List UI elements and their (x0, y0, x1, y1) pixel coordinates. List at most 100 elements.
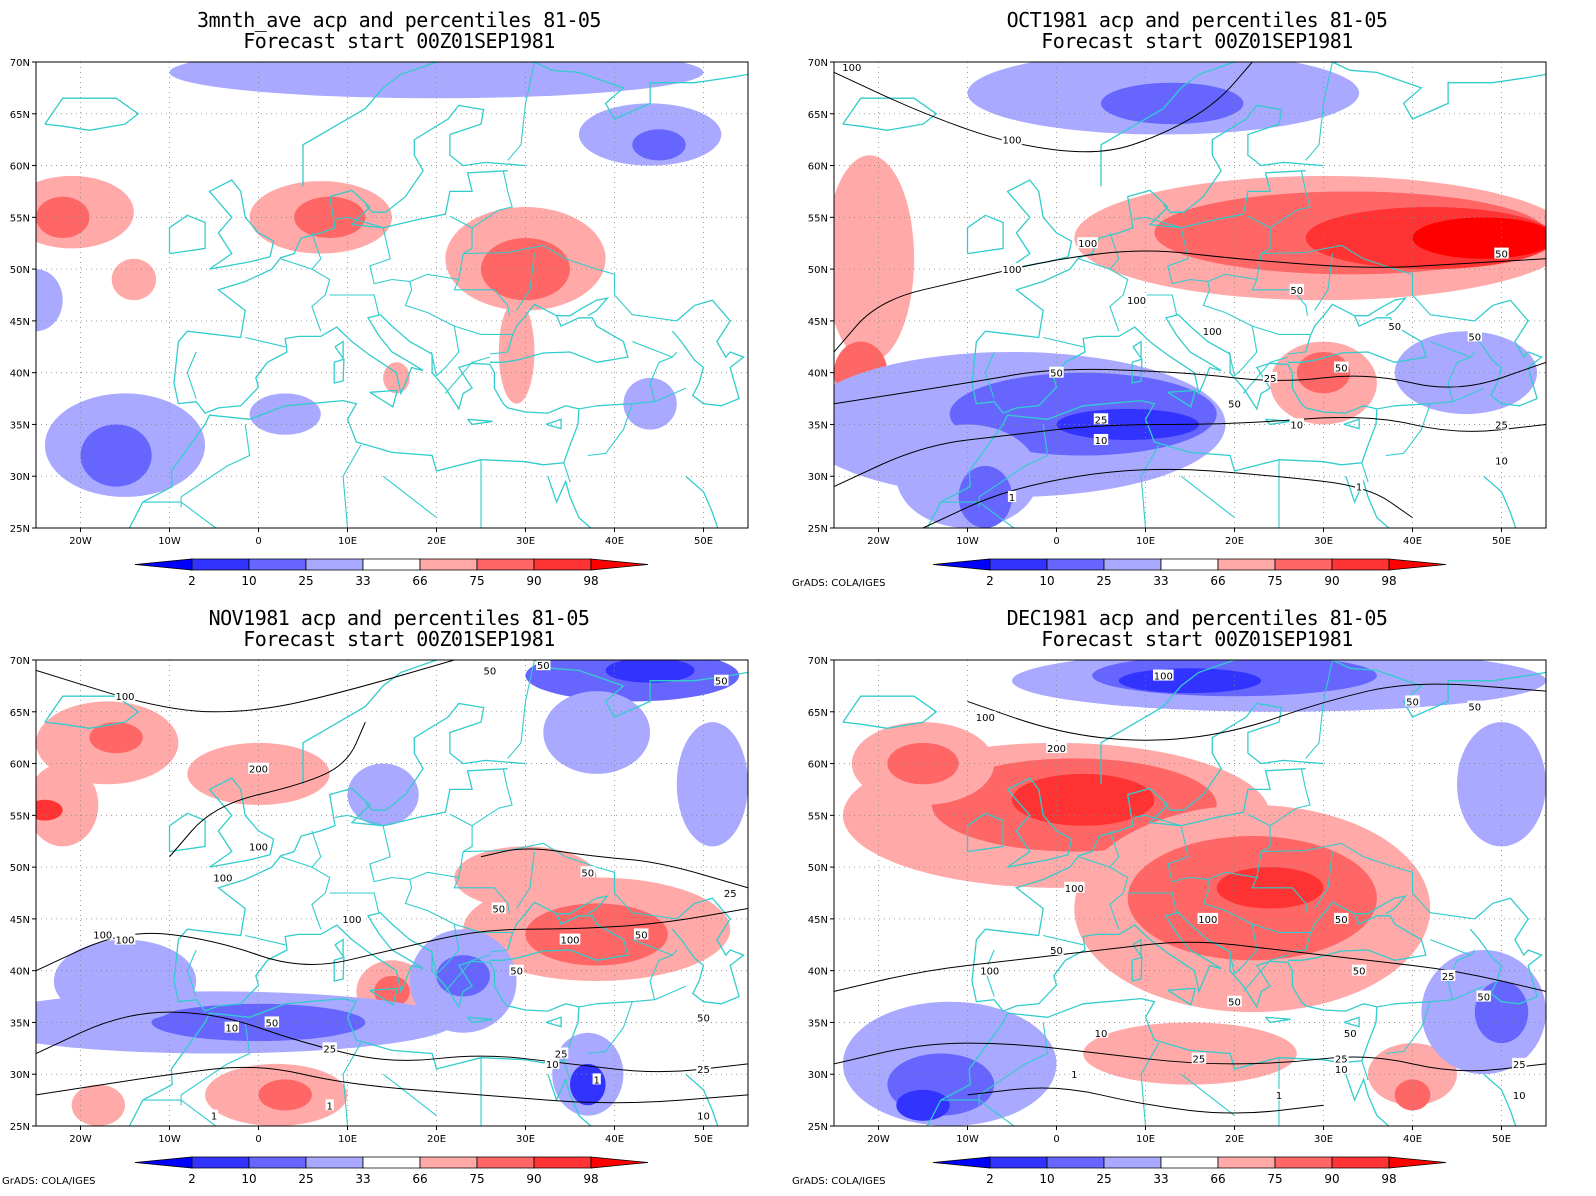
country-border (369, 825, 460, 975)
contour-label-bg (1262, 371, 1278, 383)
contour-label: 25 (1264, 374, 1277, 385)
contour-line (922, 468, 1413, 528)
colorbar-swatch (476, 1156, 535, 1169)
lat-tick-label: 30N (10, 472, 30, 483)
lat-tick-label: 25N (808, 524, 828, 535)
contour-label-bg (491, 902, 506, 914)
lat-tick-label: 65N (808, 110, 828, 121)
shaded-region (151, 1003, 366, 1042)
contour-label-bg (1334, 1063, 1349, 1075)
map-frame (833, 61, 1547, 529)
contour-label: 100 (93, 930, 112, 941)
country-border (1109, 830, 1120, 868)
shaded-region (605, 660, 695, 683)
contour-label: 25 (1335, 1055, 1348, 1066)
lon-tick-label: 50E (694, 536, 713, 547)
coastline (369, 987, 399, 1006)
country-border (382, 475, 437, 519)
contour-label-bg (545, 1057, 560, 1069)
country-border (1180, 475, 1235, 519)
country-border (1447, 949, 1476, 1000)
lat-tick-label: 45N (10, 915, 30, 926)
country-border (430, 351, 438, 376)
colorbar-label: 66 (412, 574, 427, 588)
coastline (1345, 475, 1390, 528)
country-border (444, 954, 491, 992)
colorbar-swatch (305, 558, 364, 571)
coastline (545, 1016, 562, 1028)
contour-line (834, 941, 1546, 992)
lon-tick-label: 10E (1136, 1134, 1155, 1145)
panel-title-line1: 3mnth_ave acp and percentiles 81-05 (197, 8, 601, 32)
contour-label-bg (696, 1109, 711, 1121)
contour-label: 50 (697, 1013, 710, 1024)
coastline (556, 297, 610, 317)
contour-label-bg (1467, 330, 1482, 342)
country-border (1252, 923, 1311, 933)
colorbar-label: 66 (1210, 1172, 1225, 1186)
colorbar-label: 2 (188, 1172, 196, 1186)
country-border (463, 244, 616, 295)
contour-label: 10 (1335, 1065, 1348, 1076)
country-border (180, 501, 217, 528)
lon-tick-label: 30E (516, 1134, 535, 1145)
colorbar-swatch (1046, 1156, 1105, 1169)
axis-labels: 20W 10W 0 10E 20E 30E 40E 50E 70N 65N 60N 55N 50N 45N… (808, 656, 1511, 1145)
lat-tick-label: 65N (10, 110, 30, 121)
lat-tick-label: 50N (10, 863, 30, 874)
contour-label: 100 (213, 873, 232, 884)
colorbar-swatch (533, 558, 592, 571)
contour-label-bg (1405, 695, 1420, 707)
lon-tick-label: 30E (1314, 1134, 1333, 1145)
contours: 100 100 100 100 100 100 50 50 50 50 50 50 50 25 25 25 10… (834, 62, 1546, 528)
contour-label: 100 (1203, 327, 1222, 338)
contour-label: 25 (697, 1065, 710, 1076)
contour-label: 50 (1050, 369, 1063, 380)
contour-line (834, 1042, 1546, 1072)
contour-label-bg (1227, 397, 1242, 409)
colorbar-swatch (1103, 558, 1162, 571)
contour-label: 10 (1095, 436, 1108, 447)
shaded-region (454, 846, 597, 909)
colorbar-label: 2 (986, 574, 994, 588)
contour-label-bg (1153, 669, 1174, 681)
country-border (444, 356, 491, 394)
shaded-region (294, 196, 366, 239)
coastline (547, 475, 592, 528)
contour-label-bg (1343, 1026, 1358, 1038)
coastline (926, 1125, 928, 1126)
lat-tick-label: 70N (10, 58, 30, 69)
contour-label: 10 (1095, 1029, 1108, 1040)
country-border (1251, 877, 1309, 914)
contour-label-bg (1227, 995, 1242, 1007)
contour-label: 50 (1228, 400, 1241, 411)
colorbar-swatch (1160, 1156, 1219, 1169)
country-border (1305, 62, 1333, 161)
lon-tick-label: 20E (427, 536, 446, 547)
country-border (1452, 387, 1484, 403)
contour-label-bg (1077, 237, 1098, 249)
contour-label-bg (1512, 1057, 1527, 1069)
contour-label: 50 (1468, 332, 1481, 343)
panel-title-line2: Forecast start 00Z01SEP1981 (1041, 29, 1353, 53)
shaded-region (958, 465, 1012, 528)
colorbar-label: 25 (1096, 1172, 1111, 1186)
lon-tick-label: 20E (427, 1134, 446, 1145)
country-border (280, 258, 331, 332)
lat-tick-label: 50N (10, 265, 30, 276)
colorbar-swatch (1388, 558, 1447, 571)
lat-tick-label: 30N (808, 1070, 828, 1081)
coastline (1469, 299, 1543, 407)
lon-tick-label: 0 (255, 1134, 261, 1145)
country-border (180, 1099, 217, 1126)
lat-tick-label: 35N (10, 1018, 30, 1029)
coastline (1469, 897, 1543, 1005)
shaded-region (1394, 331, 1538, 415)
lon-tick-label: 20W (867, 536, 890, 547)
lon-tick-label: 40E (1403, 1134, 1422, 1145)
colorbar-swatch (1160, 558, 1219, 571)
country-border (587, 1001, 633, 1055)
panel-title-line2: Forecast start 00Z01SEP1981 (1041, 627, 1353, 651)
colorbar-swatch (134, 558, 193, 571)
